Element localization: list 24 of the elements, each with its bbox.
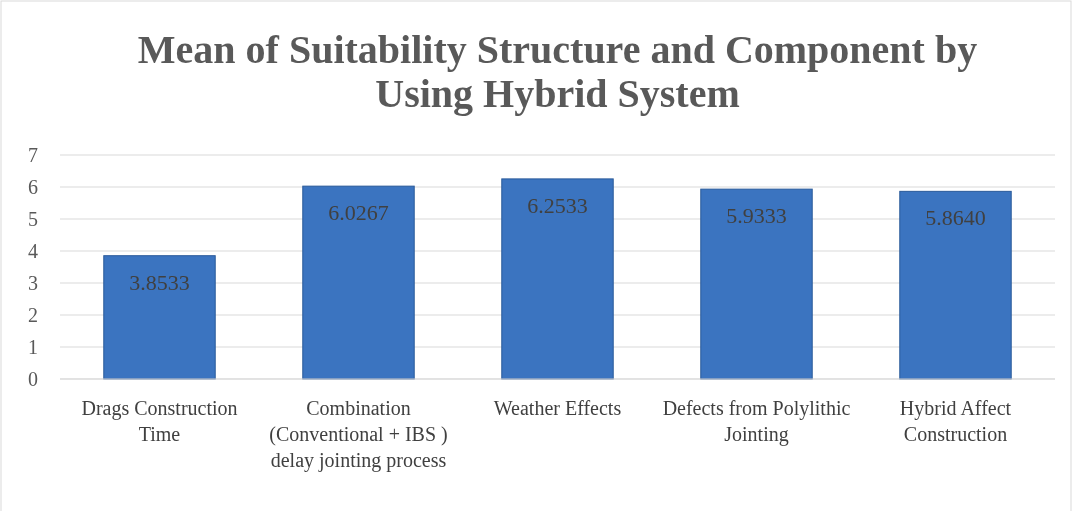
bar [501, 178, 614, 380]
y-tick-label: 0 [28, 367, 38, 390]
x-tick-label: Defects from Polylithic Jointing [662, 397, 851, 446]
y-tick-label: 2 [28, 303, 38, 326]
bar [103, 255, 216, 380]
x-tick-label: Hybrid Affect Construction [899, 397, 1012, 445]
bar [302, 185, 415, 380]
data-label: 6.2533 [527, 192, 588, 218]
data-label: 3.8533 [129, 269, 190, 295]
x-tick-label: Combination (Conventional + IBS ) delay jointing process [269, 397, 448, 472]
y-tick-label: 7 [28, 143, 38, 166]
data-label: 5.9333 [726, 203, 787, 229]
y-tick-label: 5 [28, 207, 38, 230]
y-tick-label: 6 [28, 175, 38, 198]
chart-title: Mean of Suitability Structure and Component by Using Hybrid System [137, 27, 978, 116]
data-label: 5.8640 [925, 205, 986, 231]
bar [899, 190, 1012, 380]
data-label: 6.0267 [328, 200, 389, 226]
x-tick-label: Drags Construction Time [81, 397, 238, 445]
y-tick-label: 1 [28, 335, 38, 358]
x-tick-label: Weather Effects [493, 397, 622, 419]
y-tick-label: 4 [28, 239, 38, 262]
y-tick-label: 3 [28, 271, 38, 294]
bar [700, 188, 813, 380]
